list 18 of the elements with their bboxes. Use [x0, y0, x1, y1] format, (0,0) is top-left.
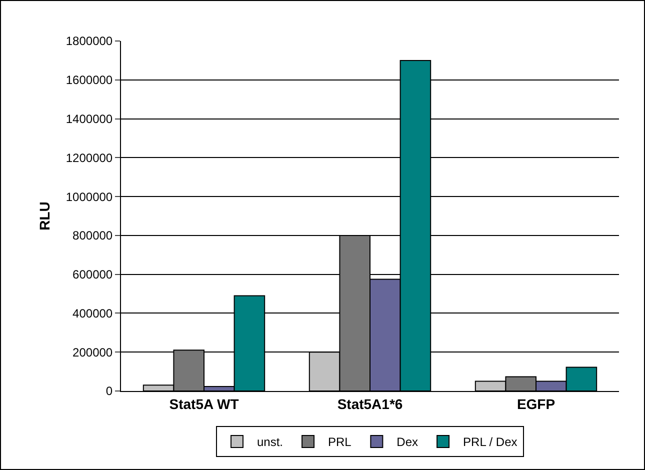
- x-tick-label: Stat5A1*6: [337, 396, 403, 412]
- x-tick-label: Stat5A WT: [169, 396, 240, 412]
- y-tick-label: 600000: [72, 268, 113, 282]
- legend-label: Dex: [396, 435, 418, 450]
- y-tick-label: 1200000: [66, 150, 113, 165]
- y-tick-label: 1600000: [66, 73, 113, 88]
- y-tick-label: 1400000: [66, 112, 113, 126]
- legend-label: unst.: [257, 435, 284, 450]
- y-tick-label: 200000: [72, 345, 113, 360]
- y-tick-label: 400000: [72, 306, 113, 320]
- y-tick-label: 800000: [72, 228, 113, 243]
- y-tick-label: 1000000: [66, 190, 113, 204]
- legend-label: PRL: [328, 435, 352, 450]
- y-tick-label: 1800000: [66, 34, 113, 48]
- legend-label: PRL / Dex: [463, 435, 518, 450]
- x-tick-label: EGFP: [516, 396, 556, 412]
- y-axis-title: RLU: [36, 202, 52, 230]
- y-tick-label: 0: [106, 384, 113, 398]
